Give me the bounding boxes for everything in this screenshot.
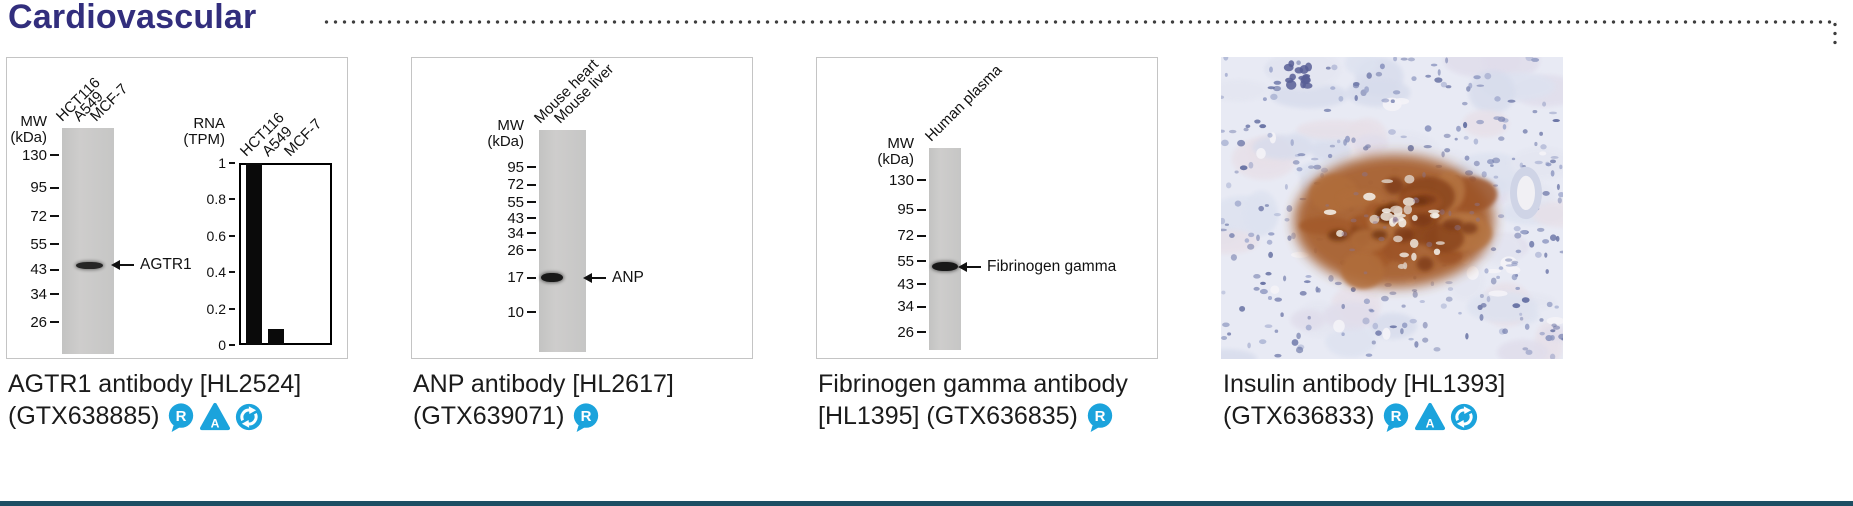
product-caption: ANP antibody [HL2617] (GTX639071) R (411, 368, 753, 432)
lane-label: Human plasma (921, 61, 1006, 145)
reference-icon[interactable]: R (571, 402, 601, 432)
product-title[interactable]: ANP antibody [HL2617] (413, 370, 674, 398)
product-title[interactable]: Insulin antibody [HL1393] (1223, 370, 1506, 398)
product-catalog[interactable]: (GTX639071) (413, 402, 565, 430)
product-catalog-line: (GTX636833) R A (1223, 400, 1563, 432)
band-target-label: AGTR1 (140, 256, 192, 274)
chart-bar (268, 328, 284, 345)
product-caption: Fibrinogen gamma antibody [HL1395] (GTX6… (816, 368, 1158, 432)
mw-marker: 55 (7, 236, 59, 253)
mw-unit-label: MW (kDa) (10, 113, 47, 146)
svg-text:A: A (1426, 416, 1435, 430)
reference-icon[interactable]: R (1085, 402, 1115, 432)
orthogonal-icon[interactable] (234, 402, 264, 432)
validation-icons: R (1085, 402, 1115, 432)
mw-marker: 26 (412, 242, 536, 259)
wb-gel-lane (62, 128, 114, 354)
wb-band (541, 273, 563, 283)
mw-marker: 72 (817, 227, 926, 244)
chart-y-axis-label: RNA (TPM) (183, 115, 225, 148)
mw-marker: 130 (7, 147, 59, 164)
mw-marker: 95 (817, 201, 926, 218)
mw-marker: 10 (412, 304, 536, 321)
mw-marker: 26 (817, 324, 926, 341)
advanced-icon[interactable]: A (200, 402, 231, 432)
y-axis-tick: 0.6 (173, 228, 235, 244)
product-catalog[interactable]: [HL1395] (GTX636835) (818, 402, 1078, 430)
product-title[interactable]: AGTR1 antibody [HL2524] (8, 370, 302, 398)
product-catalog[interactable]: (GTX636833) (1223, 402, 1375, 430)
ihc-tissue-image (1221, 57, 1563, 359)
mw-marker: 34 (817, 298, 926, 315)
section-title: Cardiovascular (8, 0, 257, 36)
product-catalog-line: [HL1395] (GTX636835) R (818, 400, 1158, 432)
band-callout: Fibrinogen gamma (958, 258, 1116, 276)
band-target-label: Fibrinogen gamma (987, 257, 1117, 275)
y-axis-tick: 0.2 (173, 301, 235, 317)
mw-marker: 95 (7, 179, 59, 196)
section-bottom-rule (0, 501, 1853, 506)
svg-text:A: A (211, 416, 220, 430)
wb-band (931, 262, 959, 272)
wb-gel-lane (929, 148, 961, 350)
product-catalog-line: (GTX638885) R A (8, 400, 348, 432)
mw-marker: 34 (412, 225, 536, 242)
agtr1-western-blot-image[interactable]: HCT116 A549 MCF-7 MW (kDa) 130 95 72 55 43 34 26 AGT… (6, 57, 348, 359)
mw-marker: 55 (817, 253, 926, 270)
product-cards-row: HCT116 A549 MCF-7 MW (kDa) 130 95 72 55 43 34 26 AGT… (6, 57, 1563, 432)
mw-marker: 72 (7, 208, 59, 225)
band-callout: AGTR1 (111, 256, 192, 274)
mw-marker: 43 (412, 210, 536, 227)
left-arrow-icon (583, 272, 606, 283)
y-axis-tick: 0.4 (173, 264, 235, 280)
product-insulin: Insulin antibody [HL1393] (GTX636833) R A (1221, 57, 1563, 432)
left-arrow-icon (111, 260, 134, 271)
mw-unit-label: MW (kDa) (487, 117, 524, 150)
reference-icon[interactable]: R (1381, 402, 1411, 432)
chart-bar (246, 163, 262, 345)
mw-marker: 72 (412, 176, 536, 193)
y-axis-tick: 1 (173, 155, 235, 171)
mw-marker: 17 (412, 269, 536, 286)
svg-text:R: R (1094, 408, 1105, 425)
orthogonal-icon[interactable] (1449, 402, 1479, 432)
insulin-ihc-image[interactable] (1221, 57, 1563, 359)
product-caption: Insulin antibody [HL1393] (GTX636833) R A (1221, 368, 1563, 432)
validation-icons: R (571, 402, 601, 432)
mw-marker: 55 (412, 194, 536, 211)
mw-unit-label: MW (kDa) (877, 135, 914, 168)
product-catalog[interactable]: (GTX638885) (8, 402, 160, 430)
mw-marker: 26 (7, 314, 59, 331)
y-axis-tick: 0.8 (173, 191, 235, 207)
svg-text:R: R (176, 408, 187, 425)
anp-western-blot-image[interactable]: Mouse heart Mouse liver MW (kDa) 95 72 55 43 34 2… (411, 57, 753, 359)
product-title[interactable]: Fibrinogen gamma antibody (818, 370, 1128, 398)
band-target-label: ANP (612, 268, 644, 286)
svg-text:R: R (581, 408, 592, 425)
mw-marker: 34 (7, 286, 59, 303)
advanced-icon[interactable]: A (1415, 402, 1446, 432)
dotted-divider (322, 20, 1837, 24)
reference-icon[interactable]: R (166, 402, 196, 432)
left-arrow-icon (958, 261, 981, 272)
mw-marker: 95 (412, 159, 536, 176)
product-fibrinogen-gamma: Human plasma MW (kDa) 130 95 72 55 43 34 26 Fibrin… (816, 57, 1158, 432)
mw-marker: 43 (7, 261, 59, 278)
fibrinogen-gamma-western-blot-image[interactable]: Human plasma MW (kDa) 130 95 72 55 43 34 26 Fibrin… (816, 57, 1158, 359)
mw-marker: 43 (817, 276, 926, 293)
product-anp: Mouse heart Mouse liver MW (kDa) 95 72 55 43 34 2… (411, 57, 753, 432)
dotted-divider-end (1833, 20, 1837, 46)
wb-band (75, 261, 103, 269)
y-axis-tick: 0 (173, 337, 235, 353)
mw-marker: 130 (817, 172, 926, 189)
band-callout: ANP (583, 269, 644, 287)
svg-text:R: R (1391, 408, 1402, 425)
product-catalog-line: (GTX639071) R (413, 400, 753, 432)
product-agtr1: HCT116 A549 MCF-7 MW (kDa) 130 95 72 55 43 34 26 AGT… (6, 57, 348, 432)
wb-gel-lane (539, 130, 586, 352)
product-caption: AGTR1 antibody [HL2524] (GTX638885) R A (6, 368, 348, 432)
